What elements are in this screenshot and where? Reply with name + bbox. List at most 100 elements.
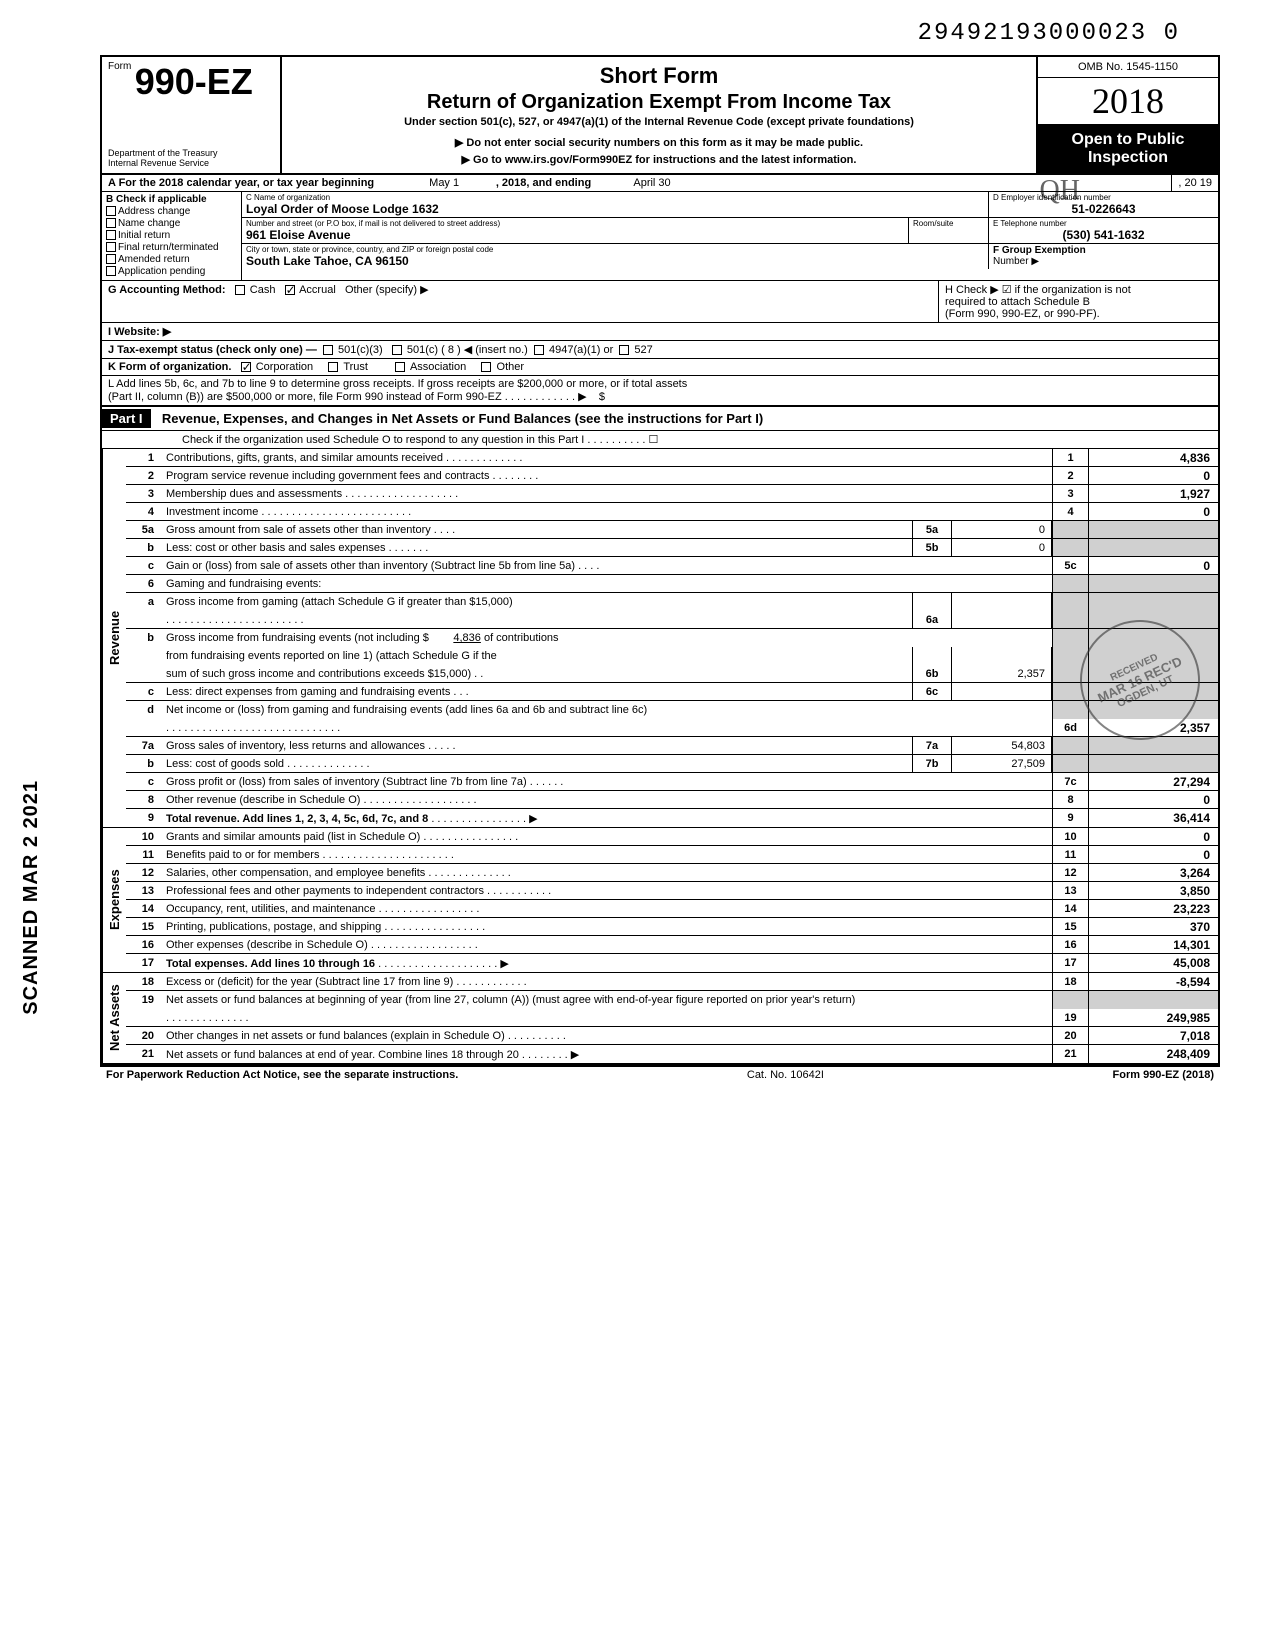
checkbox-application-pending[interactable]	[106, 266, 116, 276]
under-section: Under section 501(c), 527, or 4947(a)(1)…	[290, 116, 1028, 128]
checkbox-amended[interactable]	[106, 254, 116, 264]
line-6b-inner: 2,357	[952, 665, 1052, 682]
line-4-text: Investment income	[166, 506, 258, 518]
checkbox-initial-return[interactable]	[106, 230, 116, 240]
revenue-label: Revenue	[102, 449, 126, 827]
line-6a-text: Gross income from gaming (attach Schedul…	[166, 596, 513, 608]
checkbox-association[interactable]	[395, 362, 405, 372]
checkbox-accrual[interactable]	[285, 285, 295, 295]
line-10-val: 0	[1088, 828, 1218, 845]
line-1-val: 4,836	[1088, 449, 1218, 466]
dept-irs: Internal Revenue Service	[108, 159, 274, 169]
checkbox-527[interactable]	[619, 345, 629, 355]
line-11-text: Benefits paid to or for members	[166, 849, 319, 861]
line-5b-inner: 0	[952, 539, 1052, 556]
document-number: 29492193000023 0	[100, 20, 1220, 47]
h-check-text2: required to attach Schedule B	[945, 296, 1212, 308]
j-label: J Tax-exempt status (check only one) —	[108, 344, 317, 356]
net-assets-section: Net Assets 18Excess or (deficit) for the…	[102, 973, 1218, 1065]
label-name-change: Name change	[118, 218, 180, 229]
line-6b-text3: sum of such gross income and contributio…	[166, 668, 471, 680]
go-to-link: ▶ Go to www.irs.gov/Form990EZ for instru…	[290, 153, 1028, 166]
line-6-text: Gaming and fundraising events:	[162, 577, 1052, 591]
l-dollar: $	[599, 391, 605, 403]
line-5b-text: Less: cost or other basis and sales expe…	[166, 542, 386, 554]
line-20-val: 7,018	[1088, 1027, 1218, 1044]
checkbox-cash[interactable]	[235, 285, 245, 295]
line-16-text: Other expenses (describe in Schedule O)	[166, 939, 368, 951]
phone-value: (530) 541-1632	[993, 228, 1214, 242]
row-l: L Add lines 5b, 6c, and 7b to line 9 to …	[102, 376, 1218, 407]
net-assets-label: Net Assets	[102, 973, 126, 1063]
line-21-text: Net assets or fund balances at end of ye…	[166, 1049, 519, 1061]
line-15-val: 370	[1088, 918, 1218, 935]
line-6b-text2: from fundraising events reported on line…	[162, 649, 912, 663]
label-501c: 501(c) ( 8 ) ◀ (insert no.)	[407, 344, 528, 356]
tax-year: 2018	[1038, 78, 1218, 125]
line-5a-box: 5a	[912, 521, 952, 538]
line-6c-box: 6c	[912, 683, 952, 700]
city-label: City or town, state or province, country…	[246, 245, 984, 254]
line-20-text: Other changes in net assets or fund bala…	[166, 1030, 505, 1042]
line-6c-inner	[952, 683, 1052, 700]
line-14-text: Occupancy, rent, utilities, and maintena…	[166, 903, 376, 915]
room-label: Room/suite	[913, 219, 984, 228]
end-year: , 20 19	[1171, 175, 1218, 191]
h-check-text: H Check ▶ ☑ if the organization is not	[945, 283, 1212, 296]
line-6b-amt: 4,836	[453, 632, 481, 644]
line-15-text: Printing, publications, postage, and shi…	[166, 921, 381, 933]
street-value: 961 Eloise Avenue	[246, 228, 904, 242]
row-i: I Website: ▶	[102, 323, 1218, 341]
header-right: OMB No. 1545-1150 2018 Open to Public In…	[1038, 57, 1218, 173]
line-18-text: Excess or (deficit) for the year (Subtra…	[166, 976, 453, 988]
label-accrual: Accrual	[299, 284, 336, 296]
label-assoc: Association	[410, 361, 466, 373]
label-trust: Trust	[343, 361, 368, 373]
checkbox-4947[interactable]	[534, 345, 544, 355]
checkbox-other-org[interactable]	[481, 362, 491, 372]
checkbox-final-return[interactable]	[106, 242, 116, 252]
ein-label: D Employer identification number	[993, 193, 1214, 202]
label-cash: Cash	[250, 284, 276, 296]
line-6b-post: of contributions	[484, 632, 559, 644]
line-7a-text: Gross sales of inventory, less returns a…	[166, 740, 425, 752]
line-5b-box: 5b	[912, 539, 952, 556]
checkbox-name-change[interactable]	[106, 218, 116, 228]
line-7a-box: 7a	[912, 737, 952, 754]
line-18-val: -8,594	[1088, 973, 1218, 990]
open-public-1: Open to Public	[1040, 131, 1216, 149]
line-1-text: Contributions, gifts, grants, and simila…	[166, 452, 443, 464]
k-label: K Form of organization.	[108, 361, 231, 373]
checkbox-address-change[interactable]	[106, 206, 116, 216]
line-6d-text: Net income or (loss) from gaming and fun…	[162, 703, 1052, 717]
row-j: J Tax-exempt status (check only one) — 5…	[102, 341, 1218, 359]
label-final-return: Final return/terminated	[118, 242, 219, 253]
line-5c-val: 0	[1088, 557, 1218, 574]
begin-date: May 1	[429, 177, 459, 189]
line-19-val: 249,985	[1088, 1009, 1218, 1026]
label-amended: Amended return	[118, 254, 190, 265]
label-application-pending: Application pending	[118, 266, 205, 277]
line-3-text: Membership dues and assessments	[166, 488, 342, 500]
h-check-text3: (Form 990, 990-EZ, or 990-PF).	[945, 308, 1212, 320]
part1-label: Part I	[102, 409, 151, 428]
part1-title: Revenue, Expenses, and Changes in Net As…	[154, 411, 763, 426]
end-month: April 30	[633, 177, 670, 189]
line-2-text: Program service revenue including govern…	[166, 470, 489, 482]
checkbox-corporation[interactable]	[241, 362, 251, 372]
scanned-stamp: SCANNED MAR 2 2021	[20, 780, 43, 1015]
line-17-val: 45,008	[1088, 954, 1218, 972]
line-17-text: Total expenses. Add lines 10 through 16	[166, 958, 375, 970]
section-b: B Check if applicable Address change Nam…	[102, 192, 242, 280]
line-16-val: 14,301	[1088, 936, 1218, 953]
line-3-val: 1,927	[1088, 485, 1218, 502]
section-b-title: B Check if applicable	[106, 194, 207, 205]
line-5a-inner: 0	[952, 521, 1052, 538]
accounting-label: G Accounting Method:	[108, 284, 226, 296]
line-7b-text: Less: cost of goods sold	[166, 758, 284, 770]
label-527: 527	[634, 344, 652, 356]
checkbox-trust[interactable]	[328, 362, 338, 372]
checkbox-501c3[interactable]	[323, 345, 333, 355]
checkbox-501c[interactable]	[392, 345, 402, 355]
label-corp: Corporation	[256, 361, 313, 373]
